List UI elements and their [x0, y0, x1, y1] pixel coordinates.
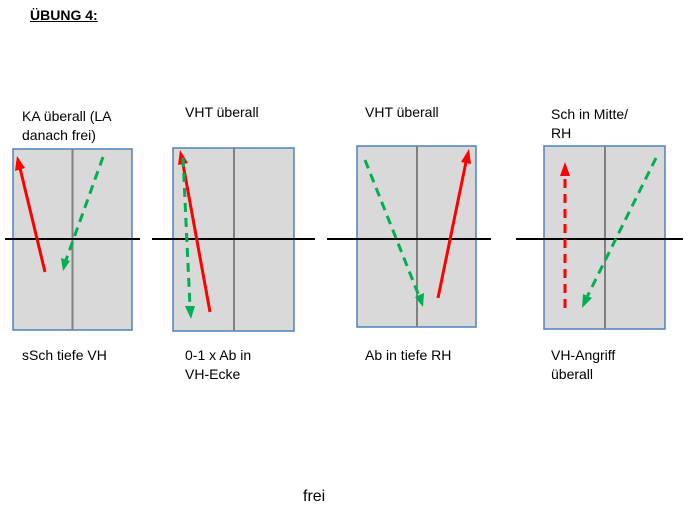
- arrowhead: [415, 293, 424, 307]
- dashed-green-arrow: [181, 157, 192, 308]
- drill-3-top-label: VHT überall: [365, 104, 439, 120]
- exercise-title: ÜBUNG 4:: [30, 7, 98, 23]
- solid-red-arrow: [436, 161, 468, 299]
- dashed-green-arrow: [585, 157, 658, 298]
- arrowhead: [185, 306, 195, 319]
- dashed-green-arrow: [363, 159, 421, 297]
- arrowhead: [461, 149, 471, 164]
- drill-2-top-label: VHT überall: [185, 104, 259, 120]
- footer-text: frei: [303, 488, 326, 505]
- arrowhead: [61, 258, 70, 271]
- drill-1-court-diagram: [5, 148, 140, 331]
- solid-red-arrow: [181, 163, 212, 313]
- drill-2-bottom-label: 0-1 x Ab in VH-Ecke: [185, 347, 252, 382]
- solid-red-arrow: [18, 167, 47, 273]
- arrowhead: [15, 156, 25, 171]
- drill-3-court-diagram: [327, 145, 491, 328]
- drill-1-top-label: KA überall (LA danach frei): [22, 108, 112, 143]
- dashed-green-arrow: [64, 156, 105, 261]
- drill-4-bottom-label: VH-Angriff überall: [551, 347, 616, 382]
- drill-4-court-diagram: [516, 145, 683, 330]
- drill-2-court-diagram: [152, 147, 315, 332]
- drill-1-bottom-label: sSch tiefe VH: [22, 347, 107, 363]
- arrowhead: [178, 150, 188, 165]
- drill-3-bottom-label: Ab in tiefe RH: [365, 347, 452, 363]
- arrowhead: [560, 162, 570, 176]
- arrowhead: [582, 294, 592, 308]
- drill-4-top-label: Sch in Mitte/ RH: [551, 106, 629, 141]
